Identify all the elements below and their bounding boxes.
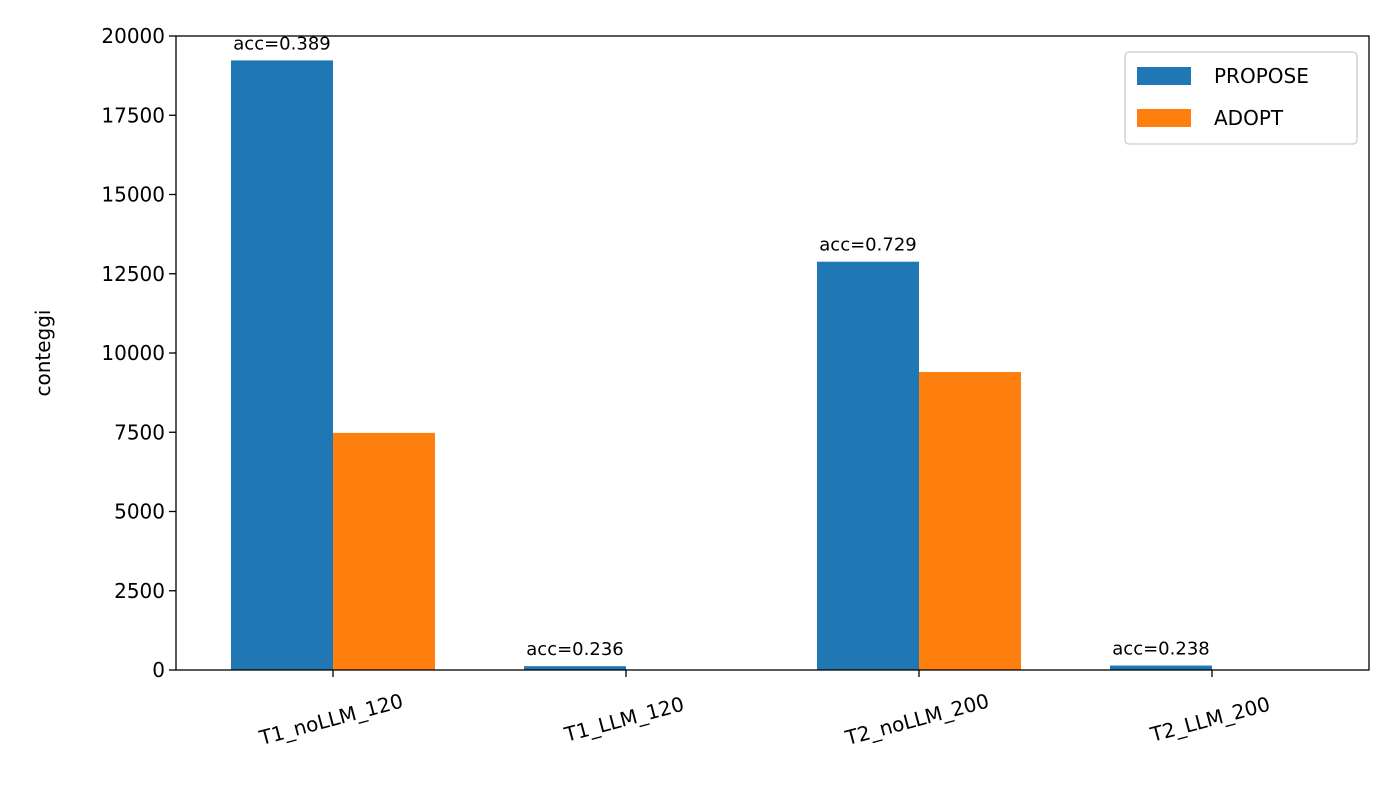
accuracy-annotation-t2-llm-200: acc=0.238 xyxy=(1112,639,1209,660)
y-tick-label: 17500 xyxy=(101,103,165,127)
y-tick-label: 0 xyxy=(152,658,165,682)
legend: PROPOSE ADOPT xyxy=(1124,51,1358,145)
bar-propose-t1-nollm-120 xyxy=(231,60,333,671)
y-tick-label: 5000 xyxy=(114,500,165,524)
legend-label-propose: PROPOSE xyxy=(1214,64,1309,88)
accuracy-annotation-t1-llm-120: acc=0.236 xyxy=(526,639,623,660)
y-tick-label: 20000 xyxy=(101,24,165,48)
axes-layer xyxy=(169,35,1370,677)
bar-adopt-t2-nollm-200 xyxy=(919,372,1021,670)
bar-propose-t2-nollm-200 xyxy=(817,261,919,670)
accuracy-annotation-t1-nollm-120: acc=0.389 xyxy=(233,33,330,54)
legend-swatch-propose xyxy=(1137,67,1191,85)
y-tick-label: 10000 xyxy=(101,341,165,365)
y-axis-label: conteggi xyxy=(31,309,55,396)
legend-swatch-adopt xyxy=(1137,109,1191,127)
bar-propose-t2-llm-200 xyxy=(1110,665,1212,670)
y-tick-label: 7500 xyxy=(114,420,165,444)
y-tick-label: 2500 xyxy=(114,579,165,603)
y-tick-label: 15000 xyxy=(101,183,165,207)
bar-propose-t1-llm-120 xyxy=(524,666,626,670)
legend-label-adopt: ADOPT xyxy=(1214,106,1284,130)
accuracy-annotation-t2-nollm-200: acc=0.729 xyxy=(819,235,916,256)
y-tick-label: 12500 xyxy=(101,262,165,286)
bars-layer xyxy=(231,60,1212,671)
bar-adopt-t1-nollm-120 xyxy=(333,432,435,670)
